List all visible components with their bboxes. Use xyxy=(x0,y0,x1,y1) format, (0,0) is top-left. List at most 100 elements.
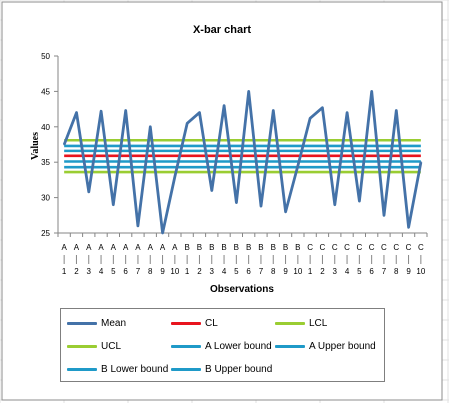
x-tick-number-label: 9 xyxy=(283,267,288,276)
x-tick-number-label: 1 xyxy=(62,267,67,276)
x-tick-group-label: C xyxy=(307,243,313,252)
x-tick-group-label: B xyxy=(271,243,276,252)
x-tick-number-label: 5 xyxy=(357,267,362,276)
chart-legend[interactable]: Mean CL LCL UCL A Lower bound A Upper bound B … xyxy=(60,308,385,382)
mean-data-point xyxy=(186,122,189,125)
legend-swatch xyxy=(171,367,201,371)
legend-item-ucl[interactable]: UCL xyxy=(67,339,121,353)
x-tick-group-label: A xyxy=(61,243,67,252)
plot-area: 253035404550A1A2A3A4A5A6A7A8A9A10B1B2B3B… xyxy=(41,52,428,276)
x-tick-number-label: 7 xyxy=(382,267,387,276)
legend-label: Mean xyxy=(101,317,127,329)
legend-swatch xyxy=(275,344,305,348)
legend-item-a-lower-bound[interactable]: A Lower bound xyxy=(171,339,272,353)
legend-label: B Lower bound xyxy=(101,363,169,375)
x-tick-group-label: C xyxy=(356,243,362,252)
x-tick-number-label: 8 xyxy=(148,267,153,276)
x-tick-number-label: 4 xyxy=(222,267,227,276)
x-tick-group-label: A xyxy=(98,243,104,252)
legend-label: A Lower bound xyxy=(205,340,272,352)
x-tick-number-label: 10 xyxy=(170,267,179,276)
mean-data-point xyxy=(247,90,250,93)
x-tick-group-label: C xyxy=(332,243,338,252)
legend-swatch xyxy=(275,321,305,325)
x-tick-number-label: 9 xyxy=(160,267,165,276)
mean-data-point xyxy=(260,205,262,207)
legend-item-mean[interactable]: Mean xyxy=(67,316,126,330)
y-tick-label: 50 xyxy=(41,52,50,61)
x-tick-group-label: B xyxy=(209,243,214,252)
legend-item-cl[interactable]: CL xyxy=(171,316,218,330)
mean-data-point xyxy=(75,111,78,114)
x-tick-group-label: A xyxy=(172,243,178,252)
legend-swatch xyxy=(67,344,97,348)
mean-data-point xyxy=(333,203,336,206)
x-tick-number-label: 3 xyxy=(210,267,215,276)
mean-data-point xyxy=(100,110,102,113)
x-tick-group-label: B xyxy=(258,243,263,252)
x-tick-number-label: 6 xyxy=(123,267,128,276)
mean-data-point xyxy=(296,164,299,167)
chart-title: X-bar chart xyxy=(193,24,251,36)
legend-label: CL xyxy=(205,317,218,329)
mean-data-point xyxy=(321,106,324,109)
x-tick-group-label: A xyxy=(135,243,141,252)
x-tick-group-label: A xyxy=(74,243,80,252)
mean-data-point xyxy=(383,214,385,217)
x-tick-group-label: A xyxy=(148,243,154,252)
x-tick-group-label: B xyxy=(197,243,202,252)
legend-label: LCL xyxy=(309,317,328,329)
legend-item-a-upper-bound[interactable]: A Upper bound xyxy=(275,339,376,353)
mean-data-point xyxy=(272,109,275,112)
mean-data-point xyxy=(210,189,213,192)
mean-data-point xyxy=(112,203,115,206)
x-tick-group-label: B xyxy=(283,243,288,252)
x-tick-number-label: 10 xyxy=(416,267,425,276)
x-tick-number-label: 2 xyxy=(74,267,79,276)
x-tick-number-label: 10 xyxy=(293,267,302,276)
legend-swatch xyxy=(171,321,201,325)
x-tick-group-label: B xyxy=(295,243,300,252)
x-tick-number-label: 8 xyxy=(394,267,399,276)
mean-data-point xyxy=(137,225,139,227)
x-tick-group-label: C xyxy=(406,243,412,252)
x-tick-number-label: 4 xyxy=(345,267,350,276)
legend-swatch xyxy=(67,367,97,371)
y-tick-label: 40 xyxy=(41,123,50,132)
mean-data-point xyxy=(161,232,164,234)
legend-item-lcl[interactable]: LCL xyxy=(275,316,327,330)
legend-label: UCL xyxy=(101,340,122,352)
mean-data-point xyxy=(370,90,373,93)
y-tick-label: 30 xyxy=(41,194,50,203)
x-tick-number-label: 4 xyxy=(99,267,104,276)
x-tick-group-label: C xyxy=(418,243,424,252)
mean-data-point xyxy=(309,117,312,120)
x-tick-number-label: 6 xyxy=(369,267,374,276)
mean-data-point xyxy=(173,175,176,178)
y-tick-label: 35 xyxy=(41,158,50,167)
x-tick-group-label: A xyxy=(86,243,92,252)
mean-data-point xyxy=(198,111,201,114)
y-axis-title: Values xyxy=(30,132,41,160)
mean-data-point xyxy=(419,161,422,164)
x-tick-group-label: B xyxy=(234,243,239,252)
x-tick-number-label: 7 xyxy=(136,267,141,276)
y-tick-label: 25 xyxy=(41,229,50,238)
mean-data-point xyxy=(149,125,152,128)
mean-data-point xyxy=(63,143,66,146)
mean-data-point xyxy=(124,109,127,112)
x-tick-number-label: 2 xyxy=(197,267,202,276)
x-tick-group-label: C xyxy=(381,243,387,252)
legend-item-b-upper-bound[interactable]: B Upper bound xyxy=(171,362,272,376)
legend-swatch xyxy=(171,344,201,348)
x-tick-number-label: 1 xyxy=(185,267,190,276)
legend-item-b-lower-bound[interactable]: B Lower bound xyxy=(67,362,168,376)
x-tick-group-label: C xyxy=(344,243,350,252)
x-tick-number-label: 5 xyxy=(111,267,116,276)
mean-data-point xyxy=(284,210,287,213)
mean-data-point xyxy=(358,200,361,203)
mean-data-point xyxy=(223,104,225,107)
x-tick-number-label: 9 xyxy=(406,267,411,276)
legend-label: B Upper bound xyxy=(205,363,273,375)
